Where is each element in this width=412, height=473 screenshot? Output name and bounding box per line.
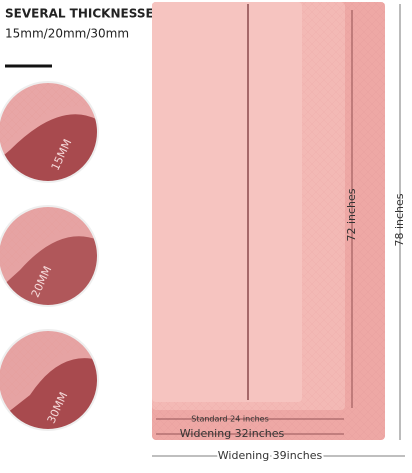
dimension-label: Widening 39inches — [218, 449, 323, 462]
circle-ring — [0, 205, 99, 307]
dimension-label: 72 inches — [345, 188, 358, 241]
dimension-label: Standard 24 inches — [191, 415, 269, 424]
thickness-circle: 15MM — [0, 82, 98, 182]
circle-ring — [0, 329, 99, 431]
dimension-label: 78 inches — [393, 193, 406, 246]
circle-ring — [0, 81, 99, 183]
mat-standard — [152, 2, 302, 402]
dimension-label: Widening 32inches — [180, 427, 285, 440]
subtitle: 15mm/20mm/30mm — [5, 27, 129, 41]
thickness-circle: 20MM — [0, 206, 98, 306]
thickness-circle: 30MM — [0, 330, 98, 430]
title: SEVERAL THICKNESSES — [5, 7, 162, 21]
